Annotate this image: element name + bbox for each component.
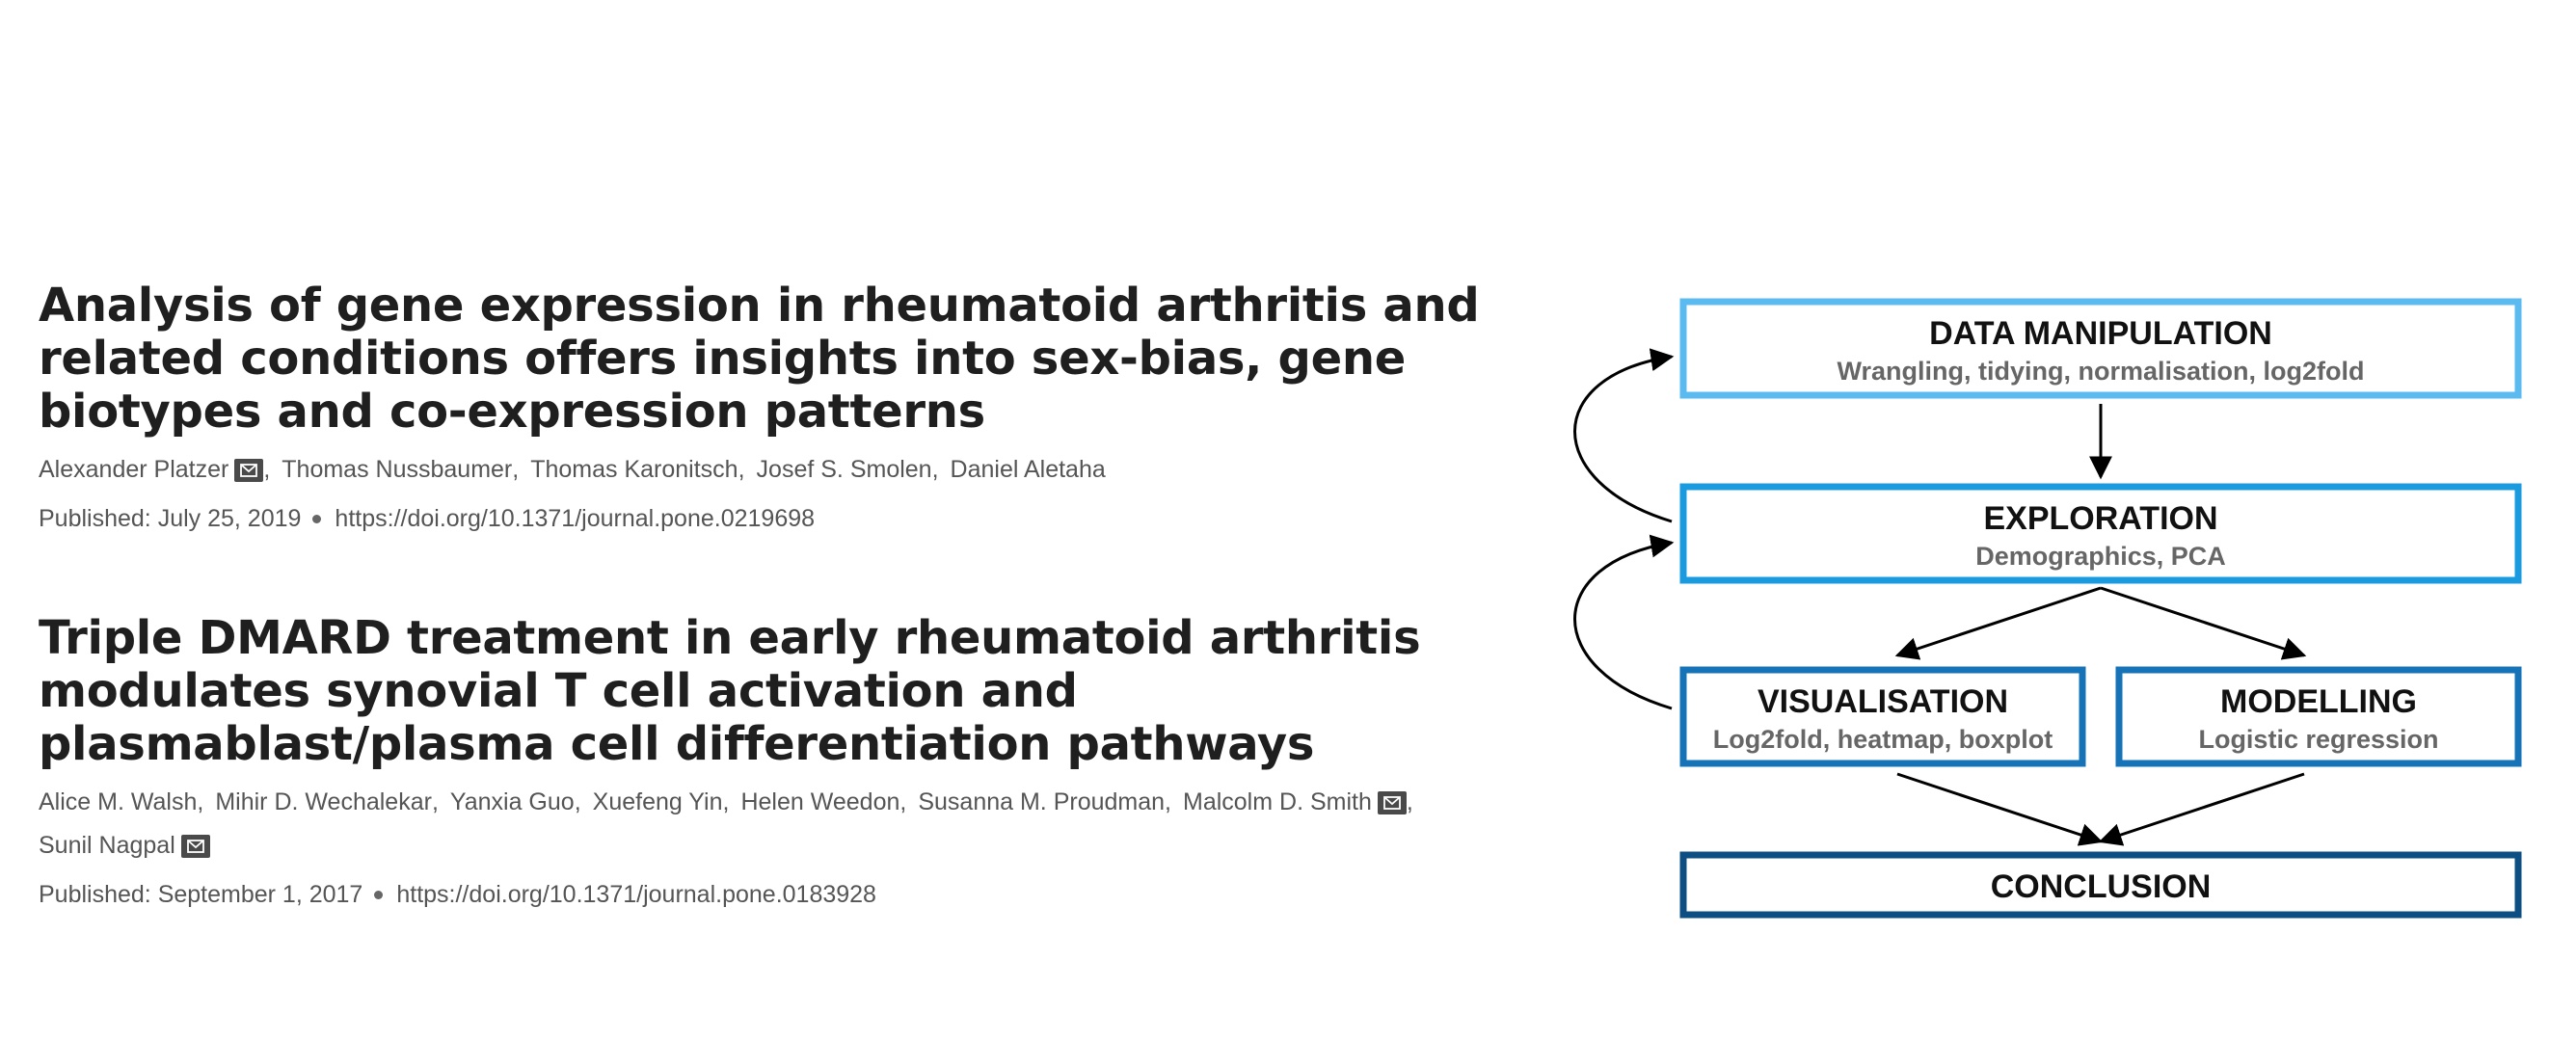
- arrow-vis-to-conclusion: [1896, 772, 2104, 846]
- box-data-manipulation: DATA MANIPULATION Wrangling, tidying, no…: [1679, 298, 2522, 399]
- author-name[interactable]: Alice M. Walsh: [39, 788, 198, 815]
- author-name[interactable]: Josef S. Smolen: [756, 456, 932, 483]
- author-item: Alexander Platzer,: [39, 448, 270, 492]
- box-visualisation: VISUALISATION Log2fold, heatmap, boxplot: [1679, 666, 2086, 767]
- box-border: [1679, 851, 2522, 919]
- author-item: Mihir D. Wechalekar,: [215, 781, 439, 824]
- box-subtitle: Logistic regression: [2198, 725, 2438, 754]
- author-separator: ,: [263, 456, 271, 483]
- author-item: Sunil Nagpal: [39, 824, 210, 868]
- author-separator: ,: [431, 788, 439, 815]
- author-name[interactable]: Mihir D. Wechalekar: [215, 788, 432, 815]
- box-subtitle: Demographics, PCA: [1975, 542, 2226, 571]
- box-border: [1679, 298, 2522, 399]
- author-separator: ,: [931, 456, 939, 483]
- separator-dot: [312, 515, 322, 523]
- arrow-model-to-conclusion: [2098, 772, 2305, 846]
- box-exploration: EXPLORATION Demographics, PCA: [1679, 483, 2522, 584]
- box-subtitle: Log2fold, heatmap, boxplot: [1713, 725, 2053, 754]
- author-item: Alice M. Walsh,: [39, 781, 203, 824]
- loop-arrow-exploration-to-manipulation: [1573, 348, 1675, 523]
- article-2: Triple DMARD treatment in early rheumato…: [39, 612, 1485, 909]
- workflow-diagram: DATA MANIPULATION Wrangling, tidying, no…: [1573, 298, 2522, 919]
- author-separator: ,: [1165, 788, 1171, 815]
- doi-link[interactable]: https://doi.org/10.1371/journal.pone.018…: [396, 881, 876, 908]
- author-name[interactable]: Sunil Nagpal: [39, 832, 175, 859]
- author-separator: ,: [574, 788, 581, 815]
- author-name[interactable]: Helen Weedon: [740, 788, 900, 815]
- author-separator: ,: [512, 456, 520, 483]
- article-title[interactable]: Analysis of gene expression in rheumatoi…: [39, 279, 1480, 439]
- author-separator: ,: [738, 456, 745, 483]
- box-subtitle: Wrangling, tidying, normalisation, log2f…: [1837, 357, 2364, 386]
- box-border: [1679, 666, 2086, 767]
- author-separator: ,: [197, 788, 204, 815]
- publication-info: Published: September 1, 2017 https://doi…: [39, 881, 1485, 909]
- author-name[interactable]: Thomas Nussbaumer: [282, 456, 513, 483]
- article-title[interactable]: Triple DMARD treatment in early rheumato…: [39, 611, 1421, 771]
- box-title: CONCLUSION: [1991, 868, 2212, 905]
- author-separator: ,: [1406, 788, 1413, 815]
- author-name[interactable]: Daniel Aletaha: [950, 456, 1106, 483]
- author-name[interactable]: Alexander Platzer: [39, 456, 229, 483]
- published-date: Published: July 25, 2019: [39, 505, 302, 532]
- author-list: Alexander Platzer, Thomas Nussbaumer, Thom…: [39, 448, 1485, 492]
- author-item: Yanxia Guo,: [450, 781, 581, 824]
- arrow-to-modelling: [2100, 586, 2307, 660]
- arrow-to-visualisation: [1894, 586, 2102, 660]
- box-title: EXPLORATION: [1983, 500, 2217, 537]
- author-name[interactable]: Xuefeng Yin: [592, 788, 723, 815]
- author-item: Daniel Aletaha: [951, 448, 1106, 492]
- loop-arrow-visualisation-to-exploration: [1573, 534, 1675, 710]
- box-modelling: MODELLING Logistic regression: [2115, 666, 2522, 767]
- box-title: DATA MANIPULATION: [1929, 315, 2272, 352]
- author-item: Thomas Nussbaumer,: [282, 448, 519, 492]
- separator-dot: [374, 891, 384, 899]
- author-item: Susanna M. Proudman,: [918, 781, 1171, 824]
- email-icon[interactable]: [1377, 790, 1407, 814]
- author-list: Alice M. Walsh, Mihir D. Wechalekar, Yanxi…: [39, 781, 1543, 868]
- author-item: Helen Weedon,: [740, 781, 906, 824]
- box-title: MODELLING: [2220, 683, 2417, 720]
- doi-link[interactable]: https://doi.org/10.1371/journal.pone.021…: [335, 505, 816, 532]
- email-icon[interactable]: [234, 458, 264, 482]
- author-item: Josef S. Smolen,: [757, 448, 939, 492]
- author-item: Xuefeng Yin,: [593, 781, 730, 824]
- author-name[interactable]: Thomas Karonitsch: [530, 456, 738, 483]
- box-conclusion: CONCLUSION: [1679, 851, 2522, 919]
- published-date: Published: September 1, 2017: [39, 881, 363, 908]
- publication-info: Published: July 25, 2019 https://doi.org…: [39, 505, 1485, 533]
- author-item: Thomas Karonitsch,: [530, 448, 744, 492]
- box-title: VISUALISATION: [1758, 683, 2008, 720]
- author-separator: ,: [722, 788, 730, 815]
- email-icon[interactable]: [180, 834, 210, 858]
- author-name[interactable]: Malcolm D. Smith: [1183, 788, 1372, 815]
- author-name[interactable]: Susanna M. Proudman: [918, 788, 1166, 815]
- author-separator: ,: [899, 788, 907, 815]
- author-name[interactable]: Yanxia Guo: [449, 788, 575, 815]
- article-1: Analysis of gene expression in rheumatoi…: [39, 280, 1485, 533]
- author-item: Malcolm D. Smith,: [1183, 781, 1413, 824]
- box-border: [2115, 666, 2522, 767]
- box-border: [1679, 483, 2522, 584]
